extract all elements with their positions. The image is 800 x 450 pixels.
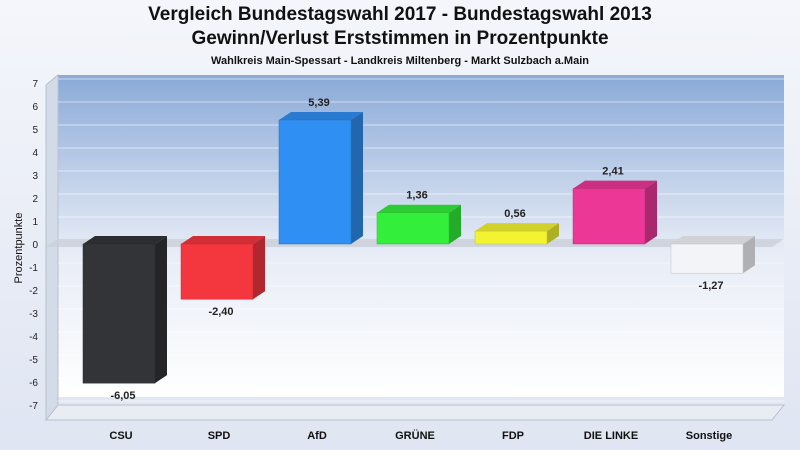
y-tick-label: 0 xyxy=(32,240,38,251)
data-label: -1,27 xyxy=(698,280,723,292)
bar-csu xyxy=(82,236,167,384)
y-tick-label: -7 xyxy=(29,401,38,412)
bars: -6,05 -2,40 5,39 1,36 0,56 2,41 -1,27 xyxy=(82,97,755,402)
y-tick-label: -2 xyxy=(29,286,38,297)
x-tick-label: DIE LINKE xyxy=(584,430,638,442)
bar-top xyxy=(671,236,755,244)
chart-subtitle: Gewinn/Verlust Erststimmen in Prozentpun… xyxy=(191,28,609,49)
bar-spd xyxy=(180,236,265,300)
y-tick-label: -5 xyxy=(29,355,38,366)
y-tick-label: 7 xyxy=(32,79,38,90)
x-tick-label: GRÜNE xyxy=(395,429,435,442)
y-tick-label: 6 xyxy=(32,102,38,113)
bar-top xyxy=(279,112,363,121)
y-tick-label: -6 xyxy=(29,378,38,389)
x-tick-label: Sonstige xyxy=(686,430,732,442)
y-tick-label: 2 xyxy=(32,194,38,205)
bar-die-linke xyxy=(572,180,657,245)
bar-side xyxy=(743,236,755,274)
y-tick-label: 5 xyxy=(32,125,38,136)
bar-face xyxy=(474,230,548,245)
bar-top xyxy=(181,236,265,244)
x-axis: CSU SPD AfD GRÜNE FDP DIE LINKE Sonstige xyxy=(109,429,732,442)
bar-face xyxy=(670,243,744,274)
x-tick-label: AfD xyxy=(307,430,327,442)
bar-side xyxy=(547,223,559,244)
bar-top xyxy=(475,223,559,232)
bar-top xyxy=(83,236,167,244)
data-label: 5,39 xyxy=(308,97,329,109)
x-tick-label: FDP xyxy=(502,430,524,442)
bar-sonstige xyxy=(670,236,755,274)
bar-face xyxy=(82,243,156,384)
y-axis: 7 6 5 4 3 2 1 0 -1 -2 -3 -4 -5 -6 -7 xyxy=(29,79,38,412)
bar-top xyxy=(377,204,461,213)
bar-grüne xyxy=(376,204,461,245)
bar-face xyxy=(376,212,450,245)
chart-subtitle-region: Wahlkreis Main-Spessart - Landkreis Milt… xyxy=(211,55,589,67)
plot-left-wall xyxy=(45,73,59,422)
bar-face xyxy=(180,243,254,300)
data-label: 2,41 xyxy=(602,166,623,178)
bar-face xyxy=(278,119,352,245)
y-tick-label: 1 xyxy=(32,217,38,228)
x-tick-label: SPD xyxy=(208,430,231,442)
data-label: 0,56 xyxy=(504,208,525,220)
data-label: 1,36 xyxy=(406,190,427,202)
y-tick-label: -1 xyxy=(29,263,38,274)
bar-side xyxy=(253,236,265,300)
bar-side xyxy=(351,112,363,244)
data-label: -2,40 xyxy=(208,306,233,318)
bar-side xyxy=(155,236,167,384)
bar-side xyxy=(449,204,461,244)
y-tick-label: -4 xyxy=(29,332,38,343)
y-tick-label: 4 xyxy=(32,148,38,159)
chart-title: Vergleich Bundestagswahl 2017 - Bundesta… xyxy=(148,4,652,25)
bar-afd xyxy=(278,112,363,245)
x-tick-label: CSU xyxy=(109,430,132,442)
bar-face xyxy=(572,188,646,245)
data-label: -6,05 xyxy=(110,390,135,402)
y-axis-label: Prozentpunkte xyxy=(13,213,25,284)
bar-top xyxy=(573,180,657,189)
bar-fdp xyxy=(474,223,559,245)
bar-side xyxy=(645,180,657,244)
plot-floor xyxy=(44,404,786,421)
y-tick-label: -3 xyxy=(29,309,38,320)
y-tick-label: 3 xyxy=(32,171,38,182)
